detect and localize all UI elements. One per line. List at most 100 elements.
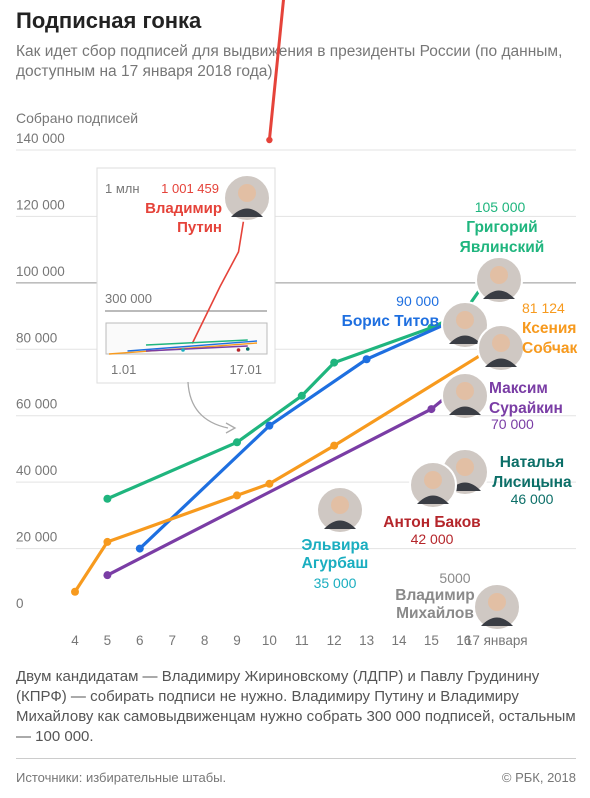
avatar-body [324, 520, 356, 529]
y-tick-label: 20 000 [16, 530, 57, 545]
series-point [265, 421, 274, 430]
x-tick-label: 7 [168, 633, 176, 648]
series-point [330, 441, 339, 450]
series-point [233, 438, 241, 447]
avatar-body [417, 495, 449, 504]
series-label: Явлинский [460, 239, 545, 256]
y-tick-label: 60 000 [16, 397, 57, 412]
pointer-arrow-line [187, 381, 229, 429]
avatar-body [485, 358, 517, 367]
pointer-arrow-head [225, 422, 237, 434]
inset-y-label: 1 млн [105, 181, 140, 196]
series-point-putin [266, 136, 273, 144]
y-tick-label: 40 000 [16, 463, 57, 478]
avatar-body [481, 617, 513, 626]
avatar-body [449, 335, 481, 344]
x-tick-label: 5 [104, 633, 112, 648]
value-label: 81 124 [522, 300, 565, 316]
series-point [297, 391, 306, 400]
candidate-label: Михайлов [396, 605, 474, 622]
avatar-agurbash [316, 486, 364, 534]
avatar-face [490, 266, 508, 284]
inset-y-label: 300 000 [105, 291, 152, 306]
value-label: 70 000 [491, 416, 534, 432]
inset-chart: 1 млн 300 000 1.01 17.01 1 001 459 [96, 167, 276, 384]
avatar-bakov [409, 461, 457, 509]
avatar-sobchak [477, 324, 525, 372]
series-point [103, 537, 112, 546]
inset-series-line [145, 345, 248, 352]
avatar-face [456, 458, 474, 476]
x-tick-label: 16 [456, 633, 471, 648]
inset-putin-line [191, 194, 249, 344]
series-point [427, 405, 436, 414]
x-tick-label: 4 [71, 633, 79, 648]
putin-label: Путин [177, 219, 222, 236]
series-label: Ксения [522, 320, 576, 337]
x-tick-label: 13 [359, 633, 374, 648]
series-point [233, 491, 241, 500]
series-label: Собчак [522, 340, 577, 357]
source-text: Источники: избирательные штабы. [16, 770, 227, 785]
x-tick-label: 8 [201, 633, 209, 648]
y-axis-label: Собрано подписей [16, 110, 139, 126]
avatar-titov [441, 301, 489, 349]
x-tick-label: 11 [295, 633, 309, 648]
y-tick-label: 0 [16, 596, 24, 611]
x-tick-label: 15 [424, 633, 439, 648]
avatar-face [488, 593, 506, 611]
avatar-mikhailov [473, 583, 521, 631]
inset-series-line [145, 339, 248, 346]
chart-canvas: 0 20 000 40 000 60 000 80 000 100 000 120 000 1… [16, 0, 577, 648]
x-tick-label: 17 января [465, 633, 528, 648]
candidate-label: Владимир [395, 587, 475, 604]
inset-series-line [127, 340, 258, 352]
series-point [362, 355, 371, 364]
chart-title: Подписная гонка [16, 8, 202, 33]
value-label: 105 000 [475, 199, 526, 215]
avatar-face [492, 334, 510, 352]
candidate-label: Лисицына [492, 474, 572, 491]
value-label: 35 000 [314, 575, 357, 591]
chart-subtitle: Как идет сбор подписей для выдвижения в … [16, 43, 563, 80]
series-point [103, 494, 112, 503]
series-label: Сурайкин [489, 400, 563, 417]
value-label: 5000 [439, 570, 470, 586]
avatar-body [231, 208, 263, 217]
series-point [135, 544, 144, 553]
avatar-putin [223, 174, 271, 222]
value-label: 90 000 [396, 293, 439, 309]
avatar-yavlinsky [475, 256, 523, 304]
x-tick-label: 12 [327, 633, 342, 648]
putin-label: Владимир [145, 200, 222, 217]
avatar-face [424, 471, 442, 489]
candidate-label: Эльвира [301, 537, 369, 554]
inset-point [245, 347, 250, 351]
series-point [330, 358, 339, 367]
series-point [103, 571, 112, 580]
candidate-label: Антон Баков [383, 514, 480, 531]
candidate-label: Наталья [500, 454, 564, 471]
series-point [71, 587, 79, 596]
footer-divider [16, 758, 576, 759]
series-label: Максим [489, 380, 548, 397]
series-line [73, 343, 498, 594]
x-tick-label: 9 [233, 633, 241, 648]
value-label: 42 000 [411, 531, 454, 547]
avatar-suraykin [441, 372, 489, 420]
avatar-body [449, 406, 481, 415]
y-tick-label: 120 000 [16, 197, 65, 212]
x-tick-label: 10 [262, 633, 277, 648]
copyright-text: © РБК, 2018 [501, 770, 576, 785]
y-tick-label: 140 000 [16, 131, 65, 146]
x-tick-label: 6 [136, 633, 144, 648]
inset-x-label: 1.01 [111, 362, 136, 377]
inset-point [181, 348, 185, 352]
series-line-putin [267, 0, 285, 141]
avatar-face [331, 496, 349, 514]
y-tick-label: 80 000 [16, 330, 57, 345]
series-point [265, 479, 274, 488]
y-tick-label: 100 000 [16, 264, 65, 279]
inset-point [236, 348, 241, 352]
avatar-face [456, 382, 474, 400]
